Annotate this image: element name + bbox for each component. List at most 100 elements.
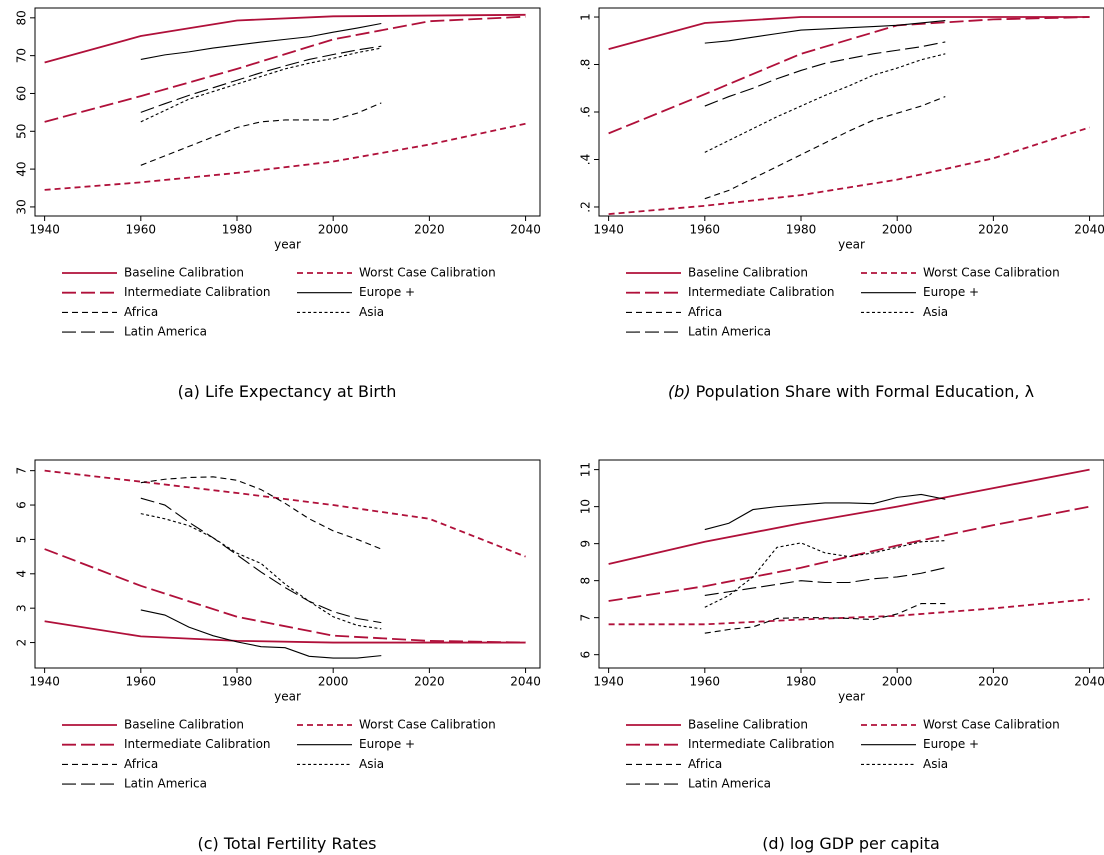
x-axis-label: year (274, 238, 301, 252)
caption-label: (d) (762, 834, 785, 853)
y-tick-label: 50 (15, 124, 29, 139)
legend-entry: Baseline Calibration (124, 266, 244, 280)
x-axis-label: year (274, 690, 301, 704)
caption-text: Total Fertility Rates (223, 834, 377, 853)
y-tick-label: 8 (579, 577, 593, 585)
caption: (c) Total Fertility Rates (197, 834, 376, 853)
caption-label: (c) (197, 834, 218, 853)
y-tick-label: 60 (15, 86, 29, 101)
x-tick-label: 1960 (690, 223, 721, 237)
caption: (a) Life Expectancy at Birth (178, 382, 397, 401)
x-tick-label: 2040 (1074, 675, 1104, 689)
series-line (140, 47, 382, 123)
legend-entry: Intermediate Calibration (688, 737, 835, 751)
caption-text: Life Expectancy at Birth (205, 382, 396, 401)
legend-entry: Intermediate Calibration (688, 285, 835, 299)
caption-text: Population Share with Formal Education, … (696, 382, 1034, 401)
series-line (140, 45, 382, 113)
series-line (704, 493, 946, 531)
series-line (140, 22, 382, 60)
x-tick-label: 1980 (786, 675, 817, 689)
series-line (140, 513, 382, 630)
series-line (140, 497, 382, 624)
series-line (44, 13, 526, 64)
x-tick-label: 2000 (882, 675, 913, 689)
series-line (704, 603, 946, 634)
y-tick-label: .4 (579, 154, 593, 165)
y-tick-label: .2 (579, 201, 593, 212)
x-tick-label: 1940 (593, 223, 624, 237)
series-line (704, 540, 946, 608)
series-line (608, 598, 1090, 626)
y-tick-label: 80 (15, 10, 29, 25)
series-line (704, 53, 946, 153)
x-tick-label: 1940 (29, 223, 60, 237)
series-line (44, 548, 526, 644)
legend-entry: Asia (359, 305, 384, 319)
series-line (608, 16, 1090, 50)
x-tick-label: 2020 (978, 675, 1009, 689)
legend-entry: Europe + (923, 737, 979, 751)
x-tick-label: 2000 (318, 223, 349, 237)
x-tick-label: 1940 (593, 675, 624, 689)
x-tick-label: 2000 (882, 223, 913, 237)
series-line (608, 468, 1090, 565)
series-line (44, 15, 526, 123)
legend-entry: Latin America (124, 777, 207, 791)
legend-entry: Africa (688, 305, 722, 319)
x-tick-label: 2040 (1074, 223, 1104, 237)
x-tick-label: 2020 (978, 223, 1009, 237)
legend-entry: Latin America (124, 325, 207, 339)
legend-entry: Africa (688, 757, 722, 771)
x-tick-label: 2040 (510, 223, 541, 237)
caption-label: (b) (668, 382, 691, 401)
x-tick-label: 2040 (510, 675, 541, 689)
plot-frame (598, 459, 1104, 669)
series-line (704, 41, 946, 107)
x-tick-label: 1980 (222, 223, 253, 237)
legend-entry: Asia (923, 305, 948, 319)
series-line (140, 609, 382, 659)
y-tick-label: 1 (579, 13, 593, 21)
series-line (608, 16, 1090, 135)
legend-entry: Europe + (359, 737, 415, 751)
y-tick-label: .8 (579, 59, 593, 70)
series-line (44, 469, 526, 558)
x-tick-label: 2020 (414, 675, 445, 689)
y-tick-label: 5 (15, 536, 29, 544)
panel: 2 3 4 5 6 7 1940 1960 1980 2000 2020 2040 year Baseli… (14, 459, 541, 853)
y-tick-label: 6 (15, 501, 29, 509)
legend-entry: Latin America (688, 777, 771, 791)
legend-entry: Intermediate Calibration (124, 285, 271, 299)
x-tick-label: 1960 (126, 223, 157, 237)
panel: 6 7 8 9 10 11 1940 1960 1980 2000 2020 2040 year Base… (579, 459, 1104, 853)
legend-entry: Intermediate Calibration (124, 737, 271, 751)
legend-entry: Baseline Calibration (688, 266, 808, 280)
legend-entry: Latin America (688, 325, 771, 339)
series-line (140, 102, 382, 166)
legend-entry: Worst Case Calibration (359, 266, 496, 280)
caption: (b) Population Share with Formal Educati… (668, 382, 1034, 401)
legend-entry: Worst Case Calibration (923, 266, 1060, 280)
legend-entry: Asia (923, 757, 948, 771)
x-tick-label: 1940 (29, 675, 60, 689)
y-tick-label: 7 (579, 614, 593, 622)
series-line (608, 126, 1090, 215)
y-tick-label: 30 (15, 199, 29, 214)
y-tick-label: 40 (15, 161, 29, 176)
caption: (d) log GDP per capita (762, 834, 940, 853)
panel: .2 .4 .6 .8 1 1940 1960 1980 2000 2020 2040 year Bas… (579, 7, 1104, 401)
legend-entry: Europe + (923, 285, 979, 299)
x-tick-label: 1960 (690, 675, 721, 689)
y-tick-label: 9 (579, 540, 593, 548)
series-line (704, 567, 946, 597)
caption-label: (a) (178, 382, 200, 401)
series-line (140, 476, 382, 550)
legend-entry: Baseline Calibration (688, 718, 808, 732)
plot-frame (34, 7, 541, 217)
series-line (44, 620, 526, 644)
legend-entry: Europe + (359, 285, 415, 299)
legend-entry: Africa (124, 757, 158, 771)
legend-entry: Baseline Calibration (124, 718, 244, 732)
